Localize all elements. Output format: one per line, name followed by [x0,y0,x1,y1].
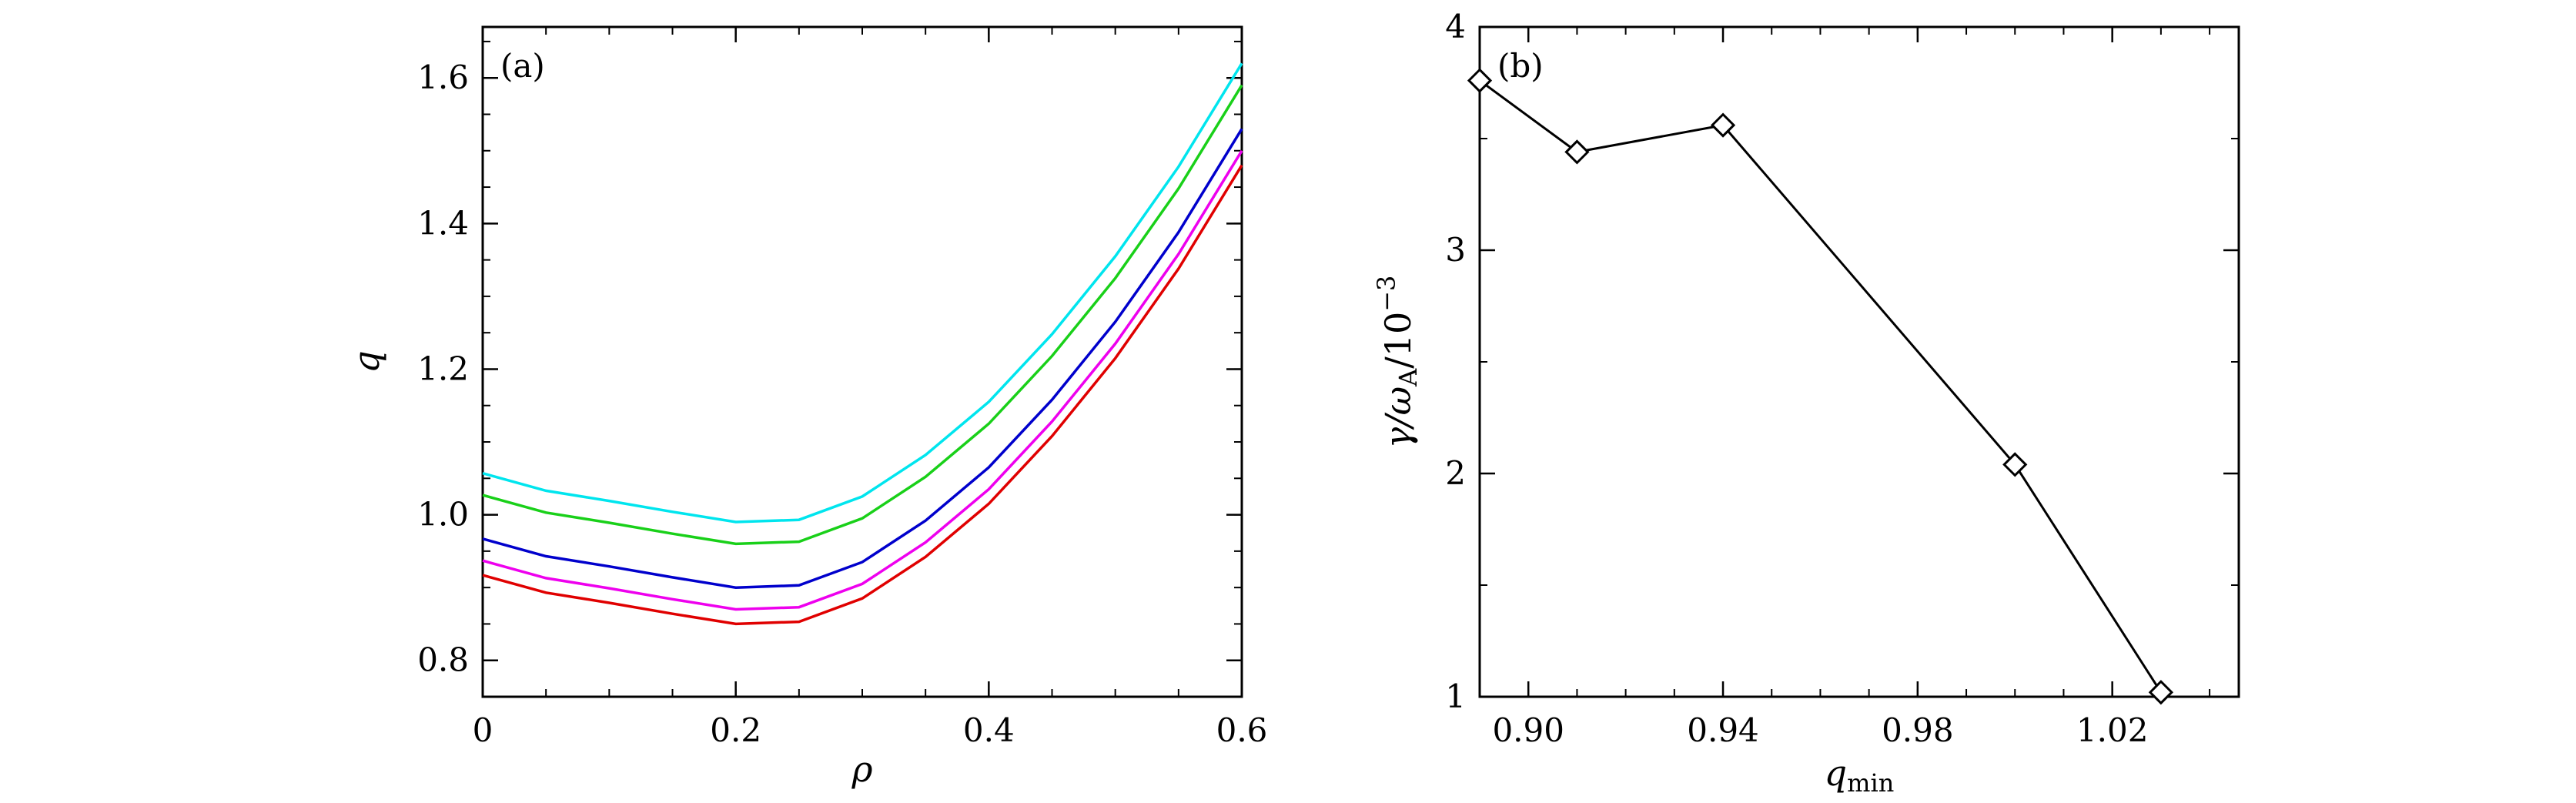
y-tick-label-a: 1.4 [417,204,469,242]
y-axis-label-b: γ/ωA/10−3 [1372,276,1423,449]
diamond-marker [1467,68,1493,93]
panel-a: 0 0.2 0.4 0.6 0.8 1.0 1.2 1.4 1.6 (a) ρ q [346,25,1267,790]
diamond-marker [2002,452,2028,477]
x-tick-label-a: 0.2 [710,711,761,749]
x-axis-label-b-sub: min [1847,768,1894,798]
x-tick-label-a: 0.6 [1216,711,1268,749]
series-line-blue [482,128,1243,589]
x-tick-label-b: 0.98 [1882,711,1954,749]
series-line-red [482,164,1243,626]
diamond-marker [1710,112,1736,138]
y-axis-label-b-main: γ/ω [1377,386,1419,449]
plot-frame-b [1478,25,2240,698]
panel-label-a: (a) [500,47,545,85]
y-axis-label-b-sup: −3 [1372,276,1401,312]
y-axis-label-b-div: /10 [1377,312,1419,369]
y-tick-label-b: 4 [1445,8,1466,45]
y-tick-label-b: 2 [1445,454,1466,492]
plot-frame-a [481,25,1243,698]
diamond-marker [1564,139,1590,165]
x-tick-label-a: 0 [473,711,493,749]
panel-b: 0.90 0.94 0.98 1.02 1 2 3 4 (b) qmin γ/ωA/10−3 [1372,8,2240,798]
tick-labels-a: 0 0.2 0.4 0.6 0.8 1.0 1.2 1.4 1.6 [417,59,1267,749]
x-tick-label-a: 0.4 [963,711,1015,749]
series-line-green [482,84,1243,546]
series-line-magenta [482,149,1243,611]
panel-label-b: (b) [1497,47,1544,85]
y-axis-label-a: q [346,350,387,373]
x-axis-label-b-main: q [1825,752,1847,794]
y-tick-label-b: 3 [1445,231,1466,269]
x-axis-label-b: qmin [1825,752,1895,798]
series-line-growth-rate [1479,79,2163,694]
tick-marks-b [1479,25,2239,698]
series-group-a [482,62,1243,626]
y-tick-label-a: 1.0 [417,496,469,534]
y-tick-label-b: 1 [1445,678,1466,715]
x-tick-label-b: 1.02 [2076,711,2149,749]
tick-labels-b: 0.90 0.94 0.98 1.02 1 2 3 4 [1445,8,2148,749]
diamond-marker [2148,680,2173,705]
y-tick-label-a: 1.6 [417,59,469,96]
y-tick-label-a: 1.2 [417,350,469,387]
tick-marks-a [481,27,1243,697]
series-line-cyan [482,62,1243,524]
x-tick-label-b: 0.90 [1492,711,1564,749]
y-tick-label-a: 0.8 [417,641,469,679]
x-tick-label-b: 0.94 [1687,711,1759,749]
x-axis-label-a: ρ [851,748,872,790]
series-group-b [1467,68,2173,705]
y-axis-label-b-sub: A [1393,368,1423,387]
